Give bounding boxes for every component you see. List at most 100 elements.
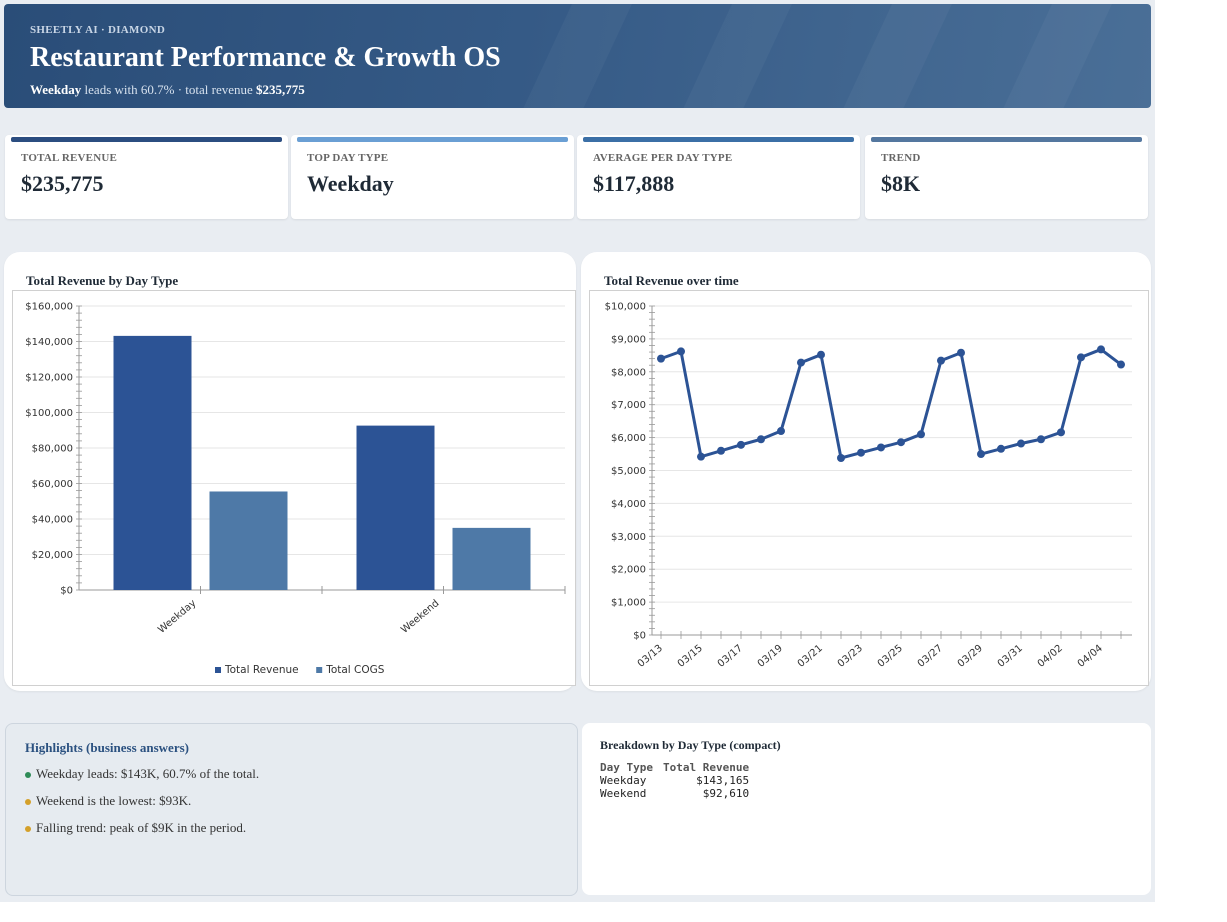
- y-tick-label: $20,000: [32, 550, 73, 561]
- x-tick-label: 04/04: [1076, 643, 1105, 670]
- table-cell: $143,165: [696, 774, 750, 787]
- x-tick-label: 03/19: [756, 643, 785, 670]
- data-point: [837, 453, 845, 462]
- legend-label: Total COGS: [325, 664, 385, 676]
- kpi-card-average: AVERAGE PER DAY TYPE $117,888: [577, 135, 860, 219]
- x-tick-label: 03/13: [636, 643, 665, 670]
- column-header: Day Type: [600, 761, 653, 774]
- data-point: [1097, 345, 1105, 354]
- highlight-item: Falling trend: peak of $9K in the period…: [25, 820, 259, 847]
- x-tick-label: 03/25: [876, 643, 905, 670]
- data-point: [737, 440, 745, 449]
- highlights-list: Weekday leads: $143K, 60.7% of the total…: [25, 766, 259, 847]
- y-tick-label: $1,000: [611, 598, 646, 609]
- data-point: [877, 443, 885, 452]
- x-tick-label: Weekend: [399, 598, 441, 636]
- kpi-value: $8K: [881, 171, 921, 196]
- table-header-row: Day Type Total Revenue: [598, 761, 757, 774]
- subtitle-top-day: Weekday: [30, 82, 82, 97]
- y-tick-label: $7,000: [611, 400, 646, 411]
- x-tick-label: 03/31: [996, 643, 1025, 670]
- kpi-value: $117,888: [593, 171, 675, 196]
- kpi-label: AVERAGE PER DAY TYPE: [593, 152, 733, 164]
- kpi-card-trend: TREND $8K: [865, 135, 1148, 219]
- kpi-accent-bar: [871, 137, 1142, 142]
- bar-weekday-0: [113, 335, 192, 590]
- y-tick-label: $5,000: [611, 466, 646, 477]
- data-point: [977, 450, 985, 459]
- bar-weekend-1: [452, 527, 531, 590]
- data-point: [917, 430, 925, 439]
- bullet-dot-icon: [25, 826, 31, 832]
- kpi-value: Weekday: [307, 171, 394, 196]
- data-point: [1117, 360, 1125, 369]
- data-point: [797, 358, 805, 367]
- data-point: [1077, 353, 1085, 362]
- table-cell: $92,610: [702, 787, 750, 800]
- kpi-card-top-day-type: TOP DAY TYPE Weekday: [291, 135, 574, 219]
- kpi-label: TREND: [881, 152, 921, 164]
- y-tick-label: $4,000: [611, 499, 646, 510]
- x-tick-label: 03/27: [916, 643, 945, 670]
- dashboard-header: SHEETLY AI · DIAMOND Restaurant Performa…: [4, 4, 1151, 108]
- bar-chart: $0 $20,000 $40,000 $60,000 $80,000 $100,000 $1…: [25, 302, 566, 676]
- breakdown-panel: Breakdown by Day Type (compact) Day Type…: [582, 723, 1151, 895]
- page-subtitle: Weekday leads with 60.7% · total revenue…: [30, 82, 305, 98]
- data-point: [1017, 439, 1025, 448]
- data-point: [757, 435, 765, 444]
- line-chart-title: Total Revenue over time: [604, 273, 739, 288]
- data-point: [717, 446, 725, 455]
- highlight-text: Weekend is the lowest: $93K.: [36, 793, 192, 808]
- kpi-value: $235,775: [21, 171, 104, 196]
- data-point: [657, 354, 665, 363]
- revenue-line: [660, 347, 1122, 460]
- table-cell: Weekday: [600, 774, 647, 787]
- kpi-label: TOP DAY TYPE: [307, 152, 389, 164]
- kpi-card-total-revenue: TOTAL REVENUE $235,775: [5, 135, 288, 219]
- y-tick-label: $2,000: [611, 565, 646, 576]
- data-point: [897, 438, 905, 447]
- data-point: [697, 452, 705, 461]
- legend-swatch: [316, 667, 323, 673]
- column-header: Total Revenue: [662, 761, 750, 774]
- data-point: [1057, 428, 1065, 437]
- y-tick-label: $80,000: [32, 444, 73, 455]
- data-point: [957, 348, 965, 357]
- data-point: [857, 448, 865, 457]
- y-tick-label: $8,000: [611, 367, 646, 378]
- breakdown-table: Day Type Total Revenue Weekday $143,165 …: [598, 761, 757, 800]
- kpi-label: TOTAL REVENUE: [21, 152, 118, 164]
- kpi-accent-bar: [11, 137, 282, 142]
- y-tick-label: $10,000: [605, 302, 646, 313]
- legend-swatch: [215, 667, 221, 673]
- bar-weekday-1: [209, 491, 288, 590]
- brand-eyebrow: SHEETLY AI · DIAMOND: [30, 24, 166, 36]
- highlights-panel: Highlights (business answers) Weekday le…: [5, 723, 578, 896]
- y-tick-label: $60,000: [32, 479, 73, 490]
- legend-label: Total Revenue: [224, 664, 299, 676]
- line-chart-panel: Total Revenue over time $0 $1,000 $2,000 $3…: [581, 252, 1151, 691]
- data-point: [1037, 435, 1045, 444]
- highlight-item: Weekend is the lowest: $93K.: [25, 793, 259, 820]
- bullet-dot-icon: [25, 799, 31, 805]
- data-point: [997, 444, 1005, 453]
- data-point: [677, 347, 685, 356]
- subtitle-total: $235,775: [256, 82, 305, 97]
- y-tick-label: $6,000: [611, 433, 646, 444]
- y-tick-label: $9,000: [611, 334, 646, 345]
- y-tick-label: $3,000: [611, 532, 646, 543]
- bullet-dot-icon: [25, 772, 31, 778]
- data-point: [937, 356, 945, 365]
- table-row: Weekend $92,610: [598, 787, 757, 800]
- y-tick-label: $0: [633, 631, 646, 642]
- data-point: [777, 427, 785, 436]
- y-tick-label: $160,000: [25, 302, 73, 313]
- x-tick-label: 03/29: [956, 643, 985, 670]
- x-tick-label: 03/17: [716, 643, 745, 670]
- x-tick-label: 03/21: [796, 643, 825, 670]
- bar-weekend-0: [356, 425, 435, 590]
- y-tick-label: $40,000: [32, 515, 73, 526]
- y-tick-label: $140,000: [25, 337, 73, 348]
- page-title: Restaurant Performance & Growth OS: [30, 42, 501, 73]
- subtitle-text: leads with 60.7% · total revenue: [84, 82, 253, 97]
